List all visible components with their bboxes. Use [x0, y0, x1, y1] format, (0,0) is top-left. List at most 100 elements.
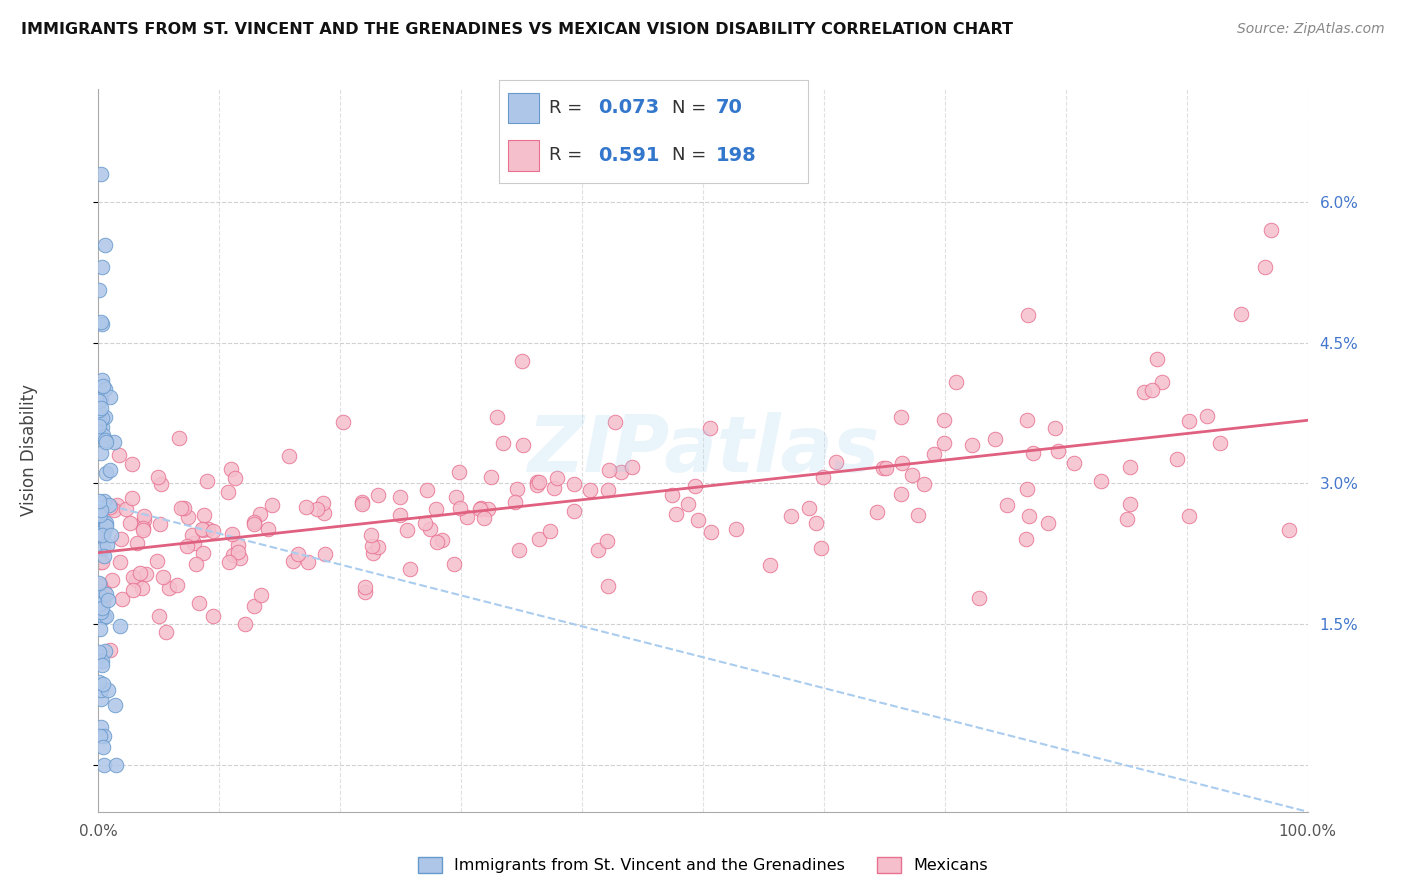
Point [579, 483, 602, 497]
FancyBboxPatch shape [509, 93, 540, 123]
Point [586, 542, 609, 557]
Point [188, 596, 211, 610]
Point [100, 573, 122, 587]
Point [799, 501, 821, 516]
Point [243, 517, 266, 532]
Point [456, 509, 478, 524]
Point [914, 477, 936, 491]
Point [1017, 309, 1039, 323]
Point [538, 524, 561, 538]
Point [332, 415, 354, 429]
Point [91, 420, 114, 434]
Point [89, 576, 111, 591]
Point [157, 581, 180, 595]
Point [297, 556, 319, 570]
Point [1018, 509, 1040, 524]
Point [233, 617, 256, 632]
Point [90, 530, 112, 544]
Point [181, 528, 204, 542]
Point [89, 593, 111, 607]
Point [1119, 497, 1142, 511]
Point [724, 522, 747, 536]
Point [890, 457, 912, 471]
Point [354, 581, 377, 595]
Point [124, 573, 146, 587]
Point [93, 494, 115, 508]
Point [89, 730, 111, 744]
Point [146, 554, 169, 568]
Point [91, 676, 114, 690]
Point [361, 546, 384, 560]
Point [217, 485, 239, 500]
Point [110, 555, 132, 569]
FancyBboxPatch shape [509, 140, 540, 170]
Point [686, 513, 709, 527]
Point [562, 477, 585, 491]
Point [224, 471, 246, 485]
Point [512, 438, 534, 452]
Point [314, 506, 336, 520]
Point [90, 260, 112, 274]
Point [1150, 376, 1173, 390]
Point [1140, 383, 1163, 397]
Point [89, 578, 111, 592]
Point [121, 457, 143, 471]
Point [149, 516, 172, 531]
Point [508, 542, 530, 557]
Point [111, 591, 134, 606]
Point [449, 466, 471, 480]
Point [89, 555, 111, 569]
Point [281, 554, 304, 568]
Point [425, 501, 447, 516]
Point [685, 479, 707, 493]
Point [94, 409, 117, 424]
Point [416, 483, 439, 497]
Point [367, 540, 389, 554]
Point [91, 379, 114, 393]
Point [98, 391, 121, 405]
Point [193, 546, 215, 560]
Point [997, 499, 1019, 513]
Point [352, 495, 374, 509]
Point [932, 436, 955, 450]
Point [249, 507, 271, 521]
Point [89, 526, 111, 541]
Point [176, 540, 198, 554]
Point [443, 557, 465, 571]
Text: 0.591: 0.591 [598, 145, 659, 165]
Point [824, 455, 846, 469]
Point [598, 483, 620, 497]
Point [100, 528, 122, 542]
Point [700, 524, 723, 539]
Point [1017, 413, 1039, 427]
Point [353, 585, 375, 599]
Point [470, 501, 492, 516]
Point [759, 558, 782, 572]
Point [479, 470, 502, 484]
Point [492, 436, 515, 450]
Point [967, 591, 990, 606]
Point [526, 477, 548, 491]
Point [91, 541, 114, 555]
Point [94, 586, 117, 600]
Point [872, 461, 894, 475]
Point [352, 497, 374, 511]
Point [134, 513, 156, 527]
Point [890, 486, 912, 500]
Point [562, 504, 585, 518]
Point [1146, 351, 1168, 366]
Point [413, 516, 436, 530]
Point [598, 463, 620, 477]
Point [866, 504, 889, 518]
Point [103, 435, 125, 450]
Point [103, 698, 125, 713]
Point [98, 500, 121, 514]
Point [98, 499, 121, 513]
Text: N =: N = [672, 99, 713, 117]
Point [152, 570, 174, 584]
Point [90, 401, 112, 415]
Point [96, 435, 118, 450]
Point [984, 432, 1007, 446]
Point [90, 720, 112, 734]
Point [547, 471, 569, 485]
